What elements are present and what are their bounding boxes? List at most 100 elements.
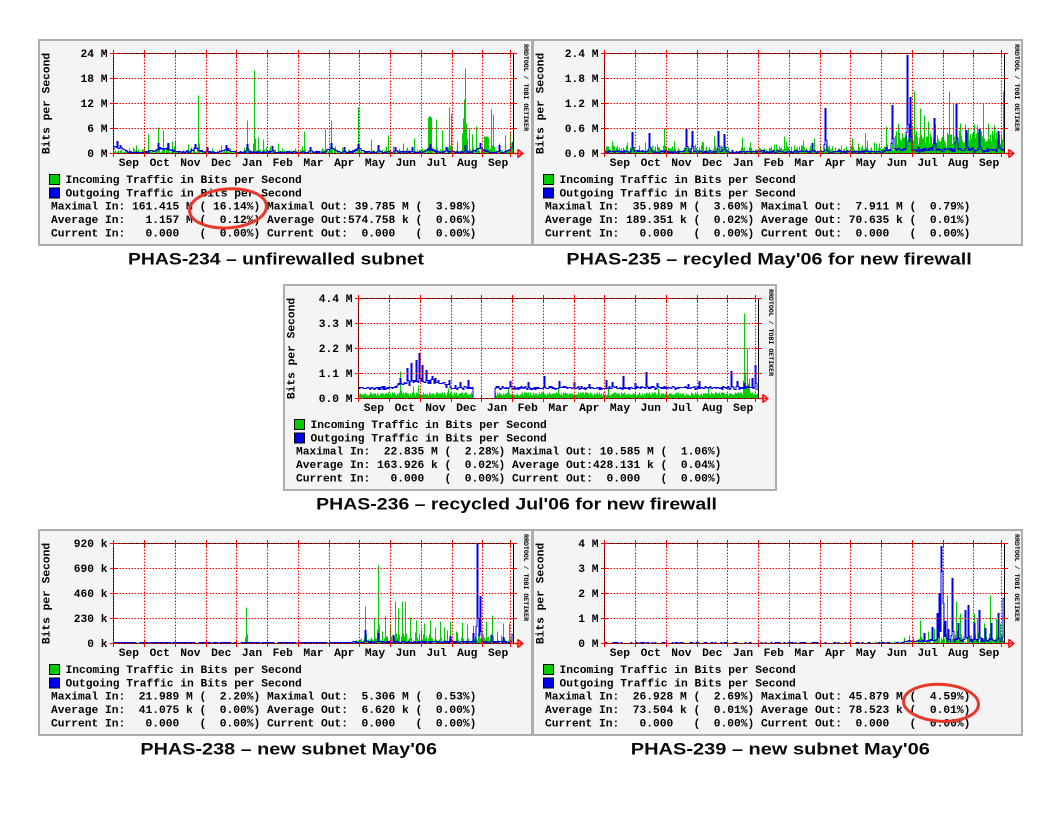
svg-text:RRDTOOL / TOBI OETIKER: RRDTOOL / TOBI OETIKER [767,289,774,376]
svg-text:Dec: Dec [702,158,723,170]
svg-text:Dec: Dec [211,158,232,170]
svg-text:Average In: 41.075 k ( 0.00%: Average In: 41.075 k ( 0.00%) Average Ou… [51,705,476,717]
svg-text:RRDTOOL / TOBI OETIKER: RRDTOOL / TOBI OETIKER [1013,44,1020,131]
svg-text:Apr: Apr [825,158,845,170]
svg-text:230 k: 230 k [74,614,108,626]
svg-text:Oct: Oct [641,158,661,170]
svg-text:Current In: 0.000 ( 0.00%: Current In: 0.000 ( 0.00%) Current Out: … [51,229,476,241]
svg-text:Mar: Mar [548,403,568,415]
svg-text:Feb: Feb [273,648,294,660]
svg-text:1.2 M: 1.2 M [565,99,599,111]
svg-text:Oct: Oct [150,648,170,660]
svg-text:2 M: 2 M [571,589,598,601]
svg-text:Aug: Aug [457,158,478,170]
svg-text:Mar: Mar [794,158,814,170]
svg-text:Mar: Mar [303,648,323,660]
svg-text:Current In: 0.000 ( 0.00%: Current In: 0.000 ( 0.00%) Current Out: … [545,719,970,731]
svg-text:Average In: 163.926 k ( 0.02%: Average In: 163.926 k ( 0.02%) Average O… [296,460,721,472]
svg-text:Jun: Jun [887,158,908,170]
svg-text:RRDTOOL / TOBI OETIKER: RRDTOOL / TOBI OETIKER [522,44,529,131]
svg-text:May: May [365,158,386,170]
svg-text:0 M: 0 M [571,639,598,651]
svg-text:Current In: 0.000 ( 0.00%: Current In: 0.000 ( 0.00%) Current Out: … [545,229,970,241]
svg-text:Aug: Aug [948,158,969,170]
svg-text:Average In: 73.504 k ( 0.01%: Average In: 73.504 k ( 0.01%) Average Ou… [545,705,970,717]
svg-text:Jan: Jan [242,158,263,170]
svg-text:May: May [856,648,877,660]
svg-text:Sep: Sep [610,648,631,660]
svg-text:1.1 M: 1.1 M [319,369,353,381]
svg-text:Dec: Dec [702,648,723,660]
svg-text:1.8 M: 1.8 M [565,74,599,86]
svg-text:May: May [610,403,631,415]
svg-text:Current In: 0.000 ( 0.00%: Current In: 0.000 ( 0.00%) Current Out: … [296,474,721,486]
svg-text:Bits per Second: Bits per Second [536,53,548,154]
svg-text:May: May [365,648,386,660]
svg-text:RRDTOOL / TOBI OETIKER: RRDTOOL / TOBI OETIKER [522,534,529,621]
svg-text:Jan: Jan [242,648,263,660]
svg-text:Nov: Nov [425,403,446,415]
svg-text:Sep: Sep [979,158,1000,170]
svg-text:Feb: Feb [273,158,294,170]
svg-text:Oct: Oct [641,648,661,660]
svg-text:0 k: 0 k [74,639,108,651]
svg-text:Sep: Sep [119,158,140,170]
svg-text:Maximal In: 22.835 M ( 2.28%: Maximal In: 22.835 M ( 2.28%) Maximal Ou… [296,447,721,459]
svg-text:Feb: Feb [764,648,785,660]
svg-text:Sep: Sep [733,403,754,415]
svg-text:Jan: Jan [733,158,754,170]
svg-text:3 M: 3 M [571,564,598,576]
svg-text:Bits per Second: Bits per Second [287,298,299,399]
svg-text:Maximal In: 35.989 M ( 3.60%: Maximal In: 35.989 M ( 3.60%) Maximal Ou… [545,202,970,214]
svg-text:Oct: Oct [395,403,415,415]
svg-text:Aug: Aug [948,648,969,660]
svg-text:PHAS-234 – unfirewalled subnet: PHAS-234 – unfirewalled subnet [128,250,424,269]
svg-text:18 M: 18 M [80,74,107,86]
svg-text:Sep: Sep [488,648,509,660]
svg-text:0.6 M: 0.6 M [565,124,599,136]
svg-text:PHAS-235 – recyled May'06 for: PHAS-235 – recyled May'06 for new firewa… [566,250,971,269]
svg-text:Jul: Jul [671,403,692,415]
svg-text:0.0 M: 0.0 M [565,149,599,161]
svg-text:Outgoing Traffic in Bits per S: Outgoing Traffic in Bits per Second [560,678,796,690]
svg-text:4.4 M: 4.4 M [319,294,353,306]
svg-text:Apr: Apr [334,158,354,170]
svg-text:Maximal In: 26.928 M ( 2.69%: Maximal In: 26.928 M ( 2.69%) Maximal Ou… [545,692,970,704]
svg-text:Nov: Nov [671,648,692,660]
svg-text:PHAS-238 – new subnet May'06: PHAS-238 – new subnet May'06 [140,740,437,759]
svg-text:Incoming Traffic in Bits per S: Incoming Traffic in Bits per Second [560,175,796,187]
svg-text:RRDTOOL / TOBI OETIKER: RRDTOOL / TOBI OETIKER [1013,534,1020,621]
svg-text:Jun: Jun [396,158,417,170]
svg-text:Maximal In: 161.415 M ( 16.14%: Maximal In: 161.415 M ( 16.14%) Maximal … [51,202,476,214]
svg-text:Mar: Mar [794,648,814,660]
svg-text:Average In: 1.157 M ( 0.12%: Average In: 1.157 M ( 0.12%) Average Out… [51,215,476,227]
svg-text:Jan: Jan [733,648,754,660]
svg-text:2.4 M: 2.4 M [565,49,599,61]
svg-text:Feb: Feb [764,158,785,170]
svg-text:Apr: Apr [579,403,599,415]
svg-text:Aug: Aug [457,648,478,660]
svg-text:6 M: 6 M [80,124,107,136]
svg-text:Incoming Traffic in Bits per S: Incoming Traffic in Bits per Second [66,175,302,187]
svg-text:Jul: Jul [426,648,447,660]
svg-text:Bits per Second: Bits per Second [536,543,548,644]
svg-text:Outgoing Traffic in Bits per S: Outgoing Traffic in Bits per Second [560,188,796,200]
svg-text:0.0 M: 0.0 M [319,394,353,406]
svg-text:PHAS-236 – recycled Jul'06 for: PHAS-236 – recycled Jul'06 for new firew… [316,495,717,514]
svg-text:Jun: Jun [396,648,417,660]
svg-text:Sep: Sep [488,158,509,170]
svg-text:1 M: 1 M [571,614,598,626]
svg-text:3.3 M: 3.3 M [319,319,353,331]
svg-text:Incoming Traffic in Bits per S: Incoming Traffic in Bits per Second [311,420,547,432]
svg-text:Sep: Sep [119,648,140,660]
svg-text:Outgoing Traffic in Bits per S: Outgoing Traffic in Bits per Second [66,188,302,200]
svg-text:Mar: Mar [303,158,323,170]
svg-text:Dec: Dec [456,403,477,415]
svg-text:Sep: Sep [364,403,385,415]
svg-text:Bits per Second: Bits per Second [42,53,54,154]
svg-text:Apr: Apr [825,648,845,660]
svg-text:Incoming Traffic in Bits per S: Incoming Traffic in Bits per Second [66,665,302,677]
svg-text:Incoming Traffic in Bits per S: Incoming Traffic in Bits per Second [560,665,796,677]
svg-text:Sep: Sep [979,648,1000,660]
svg-text:Jul: Jul [917,158,938,170]
